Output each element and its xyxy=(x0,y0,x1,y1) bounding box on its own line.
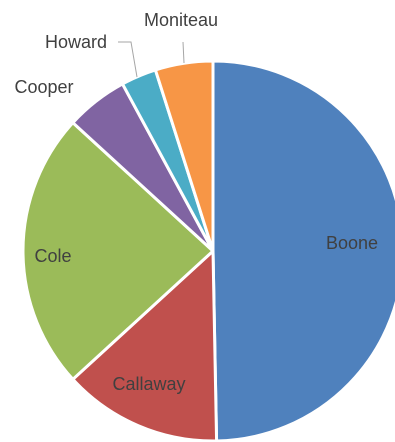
data-label-cole: Cole xyxy=(34,246,71,266)
leader-line-moniteau xyxy=(182,41,185,64)
pie-slice-cole xyxy=(21,121,215,381)
data-labels: Boone Callaway Cole Cooper Howard Moniteau xyxy=(14,10,378,394)
data-label-cooper: Cooper xyxy=(14,77,73,97)
data-label-howard: Howard xyxy=(45,32,107,52)
pie-slices xyxy=(21,59,395,442)
pie-slice-moniteau xyxy=(153,59,215,253)
pie-slice-boone xyxy=(211,59,395,442)
data-label-moniteau: Moniteau xyxy=(144,10,218,30)
leader-line-howard xyxy=(118,41,138,78)
data-label-boone: Boone xyxy=(326,233,378,253)
pie-slice-callaway xyxy=(71,249,219,442)
leader-lines xyxy=(118,41,185,78)
data-label-callaway: Callaway xyxy=(112,374,185,394)
